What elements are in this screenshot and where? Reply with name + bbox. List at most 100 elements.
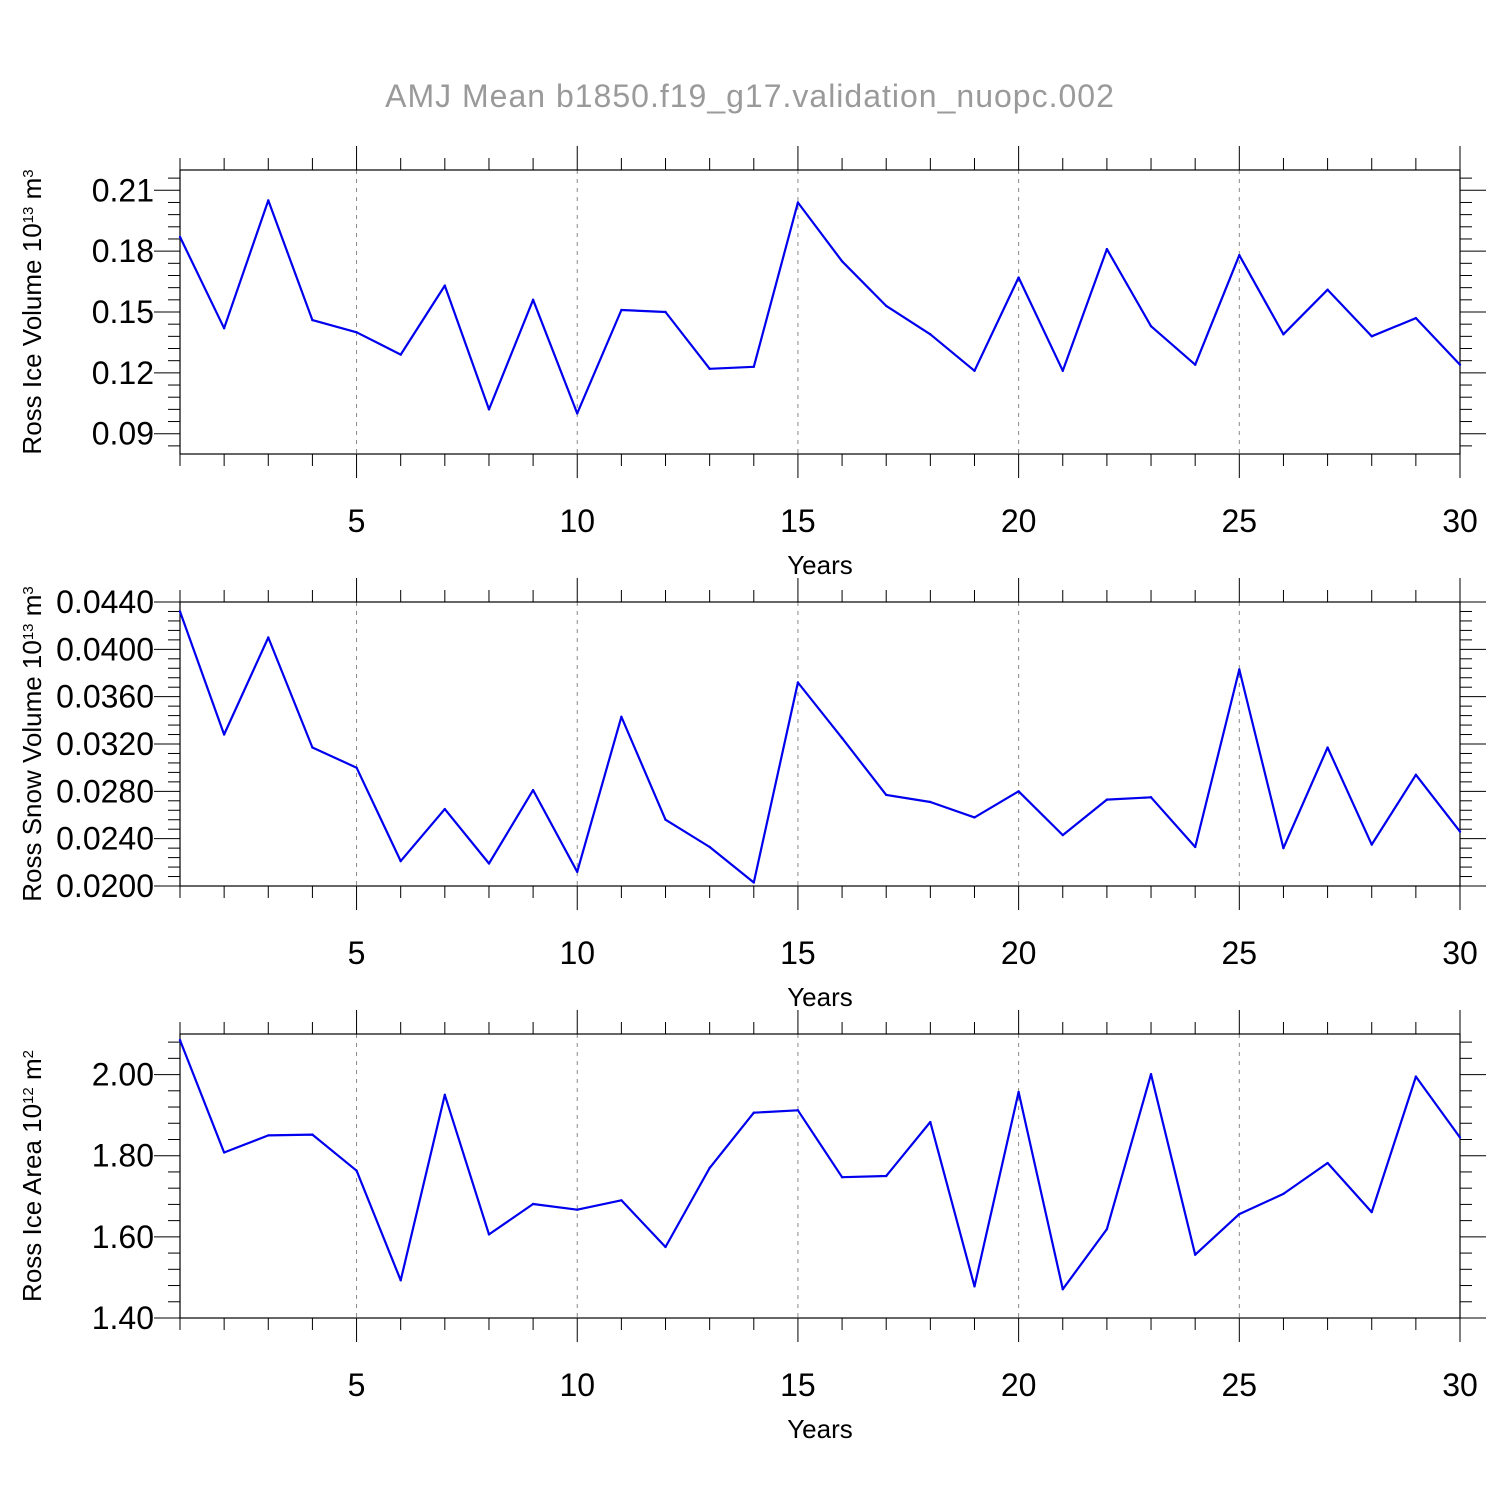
- y-axis-label: Ross Snow Volume 1013 m3: [17, 586, 47, 902]
- y-tick-label: 1.40: [92, 1300, 154, 1336]
- data-point: [664, 1245, 667, 1249]
- y-tick-label: 0.09: [92, 416, 154, 452]
- data-point: [576, 870, 579, 873]
- y-tick-label: 0.0320: [56, 726, 154, 762]
- data-point: [399, 353, 402, 356]
- y-axis-label-unit-exp: 3: [20, 586, 37, 594]
- x-tick-label: 20: [1001, 1367, 1037, 1403]
- figure-title: AMJ Mean b1850.f19_g17.validation_nuopc.…: [385, 78, 1115, 114]
- data-point: [1326, 746, 1329, 749]
- data-point: [576, 412, 579, 415]
- data-point: [355, 331, 358, 334]
- x-tick-label: 5: [348, 503, 366, 539]
- data-point: [355, 766, 358, 769]
- data-point: [1105, 798, 1109, 801]
- y-axis-label-exp: 13: [20, 207, 37, 224]
- data-point: [1414, 316, 1418, 320]
- data-point: [752, 365, 755, 368]
- chart-panel-2: 5 10 15 20 25 30 Years 0.0200 0.0240 0.0280 0.0320…: [17, 578, 1486, 1012]
- data-point: [1458, 1136, 1462, 1139]
- data-point: [708, 845, 711, 849]
- plot-frame: [179, 601, 1461, 887]
- y-axis-label-exp: 12: [20, 1087, 37, 1104]
- data-point: [487, 408, 491, 411]
- data-point: [1326, 1161, 1329, 1165]
- data-point: [178, 610, 182, 613]
- y-tick-label: 0.0280: [56, 773, 154, 809]
- y-axis-label-base: Ross Snow Volume 10: [17, 640, 47, 902]
- data-point: [929, 1120, 932, 1124]
- data-point: [1149, 796, 1153, 799]
- x-tick-label: 15: [780, 1367, 816, 1403]
- data-point: [311, 318, 314, 322]
- data-point: [267, 1134, 270, 1137]
- data-point: [752, 881, 755, 884]
- x-axis-label: Years: [787, 550, 853, 580]
- series-line: [178, 1039, 1461, 1291]
- data-point: [311, 746, 314, 749]
- data-point: [708, 1166, 711, 1170]
- data-point: [752, 1111, 755, 1114]
- x-tick-label: 30: [1442, 935, 1478, 971]
- chart-panel-3: 5 10 15 20 25 30 Years 1.40 1.60 1.80 2.00 Ross Ice…: [17, 1010, 1486, 1444]
- data-point: [708, 367, 711, 370]
- data-point: [664, 310, 667, 314]
- x-tick-label: 10: [559, 503, 595, 539]
- data-point: [840, 260, 844, 263]
- data-point: [222, 327, 226, 330]
- data-point: [1061, 833, 1064, 837]
- data-point: [1370, 1210, 1373, 1214]
- data-point: [1282, 846, 1285, 850]
- y-axis-label: Ross Ice Area 1012 m2: [17, 1050, 47, 1302]
- data-point: [267, 199, 270, 202]
- data-point: [487, 862, 491, 865]
- x-tick-label: 20: [1001, 503, 1037, 539]
- data-point: [222, 733, 226, 736]
- x-axis-label: Years: [787, 1414, 853, 1444]
- plot-frame: [179, 1033, 1461, 1319]
- data-point: [973, 816, 976, 819]
- data-point: [443, 284, 447, 287]
- x-tick-label: 30: [1442, 1367, 1478, 1403]
- y-tick-label: 2.00: [92, 1057, 154, 1093]
- data-point: [1458, 363, 1462, 366]
- y-tick-label: 0.0440: [56, 584, 154, 620]
- x-tick-label: 30: [1442, 503, 1478, 539]
- data-point: [1238, 668, 1241, 671]
- data-point: [929, 333, 932, 336]
- data-point: [973, 369, 976, 373]
- y-tick-label: 0.0200: [56, 868, 154, 904]
- data-point: [222, 1151, 226, 1154]
- data-point: [1017, 276, 1020, 279]
- data-point: [1370, 843, 1373, 846]
- x-tick-label: 10: [559, 935, 595, 971]
- data-point: [443, 807, 447, 811]
- data-point: [1017, 790, 1020, 793]
- y-tick-label: 0.12: [92, 355, 154, 391]
- data-point: [885, 1174, 888, 1178]
- x-tick-label: 20: [1001, 935, 1037, 971]
- data-point: [1017, 1090, 1020, 1094]
- y-axis-label-unit-exp: 2: [20, 1050, 37, 1058]
- y-tick-label: 0.0240: [56, 821, 154, 857]
- data-point: [1149, 325, 1153, 328]
- data-point: [1193, 845, 1197, 849]
- y-axis-label: Ross Ice Volume 1013 m3: [17, 169, 47, 454]
- data-point: [620, 1199, 623, 1202]
- y-axis-label-base: Ross Ice Area 10: [17, 1104, 47, 1302]
- x-axis-label: Years: [787, 982, 853, 1012]
- data-point: [796, 201, 800, 204]
- data-point: [399, 859, 402, 863]
- data-point: [1149, 1072, 1153, 1076]
- y-axis-label-unit: m: [17, 178, 47, 207]
- y-axis-label-exp: 13: [20, 623, 37, 640]
- data-point: [620, 715, 623, 718]
- x-tick-label: 5: [348, 935, 366, 971]
- data-point: [1414, 773, 1418, 776]
- data-point: [1105, 247, 1109, 251]
- data-point: [1193, 363, 1197, 366]
- data-point: [840, 736, 844, 740]
- x-tick-label: 5: [348, 1367, 366, 1403]
